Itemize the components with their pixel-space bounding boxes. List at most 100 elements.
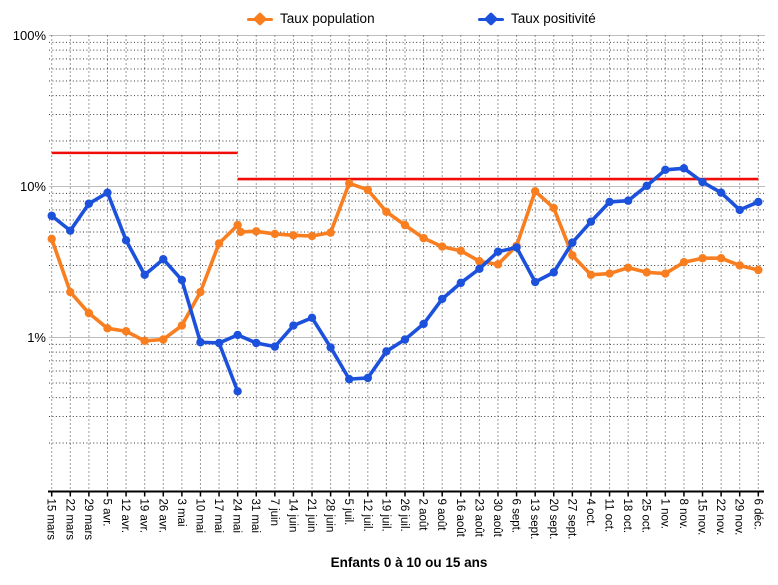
- series-line-taux-population: [49, 181, 761, 343]
- x-axis-label: 5 juil.: [342, 499, 354, 526]
- data-point-taux-positivite: [586, 217, 596, 226]
- data-point-taux-positivite: [270, 342, 280, 351]
- x-axis-label: 5 avr.: [100, 499, 112, 527]
- data-point-taux-population: [437, 242, 447, 251]
- y-axis-label: 10%: [20, 179, 46, 194]
- data-point-taux-population: [679, 258, 689, 267]
- data-point-taux-population: [363, 185, 373, 195]
- data-point-taux-positivite: [66, 226, 75, 235]
- data-point-taux-population: [252, 227, 261, 236]
- x-axis-label: 28 juin: [324, 499, 336, 533]
- x-axis-label: 11 oct.: [603, 499, 615, 533]
- data-point-taux-positivite: [661, 165, 670, 175]
- x-axis-label: 18 oct.: [621, 499, 633, 534]
- legend-item-taux-positivite[interactable]: Taux positivité: [478, 10, 596, 28]
- data-point-taux-positivite: [754, 197, 763, 207]
- x-axis-label: 23 août: [472, 499, 484, 538]
- series-extra-segment-taux-positivite: [217, 341, 240, 394]
- data-point-taux-positivite: [47, 211, 56, 220]
- data-point-taux-population: [419, 233, 428, 243]
- legend-item-taux-population[interactable]: Taux population: [247, 10, 375, 28]
- data-point-taux-population: [475, 257, 484, 266]
- data-point-taux-population: [196, 287, 205, 297]
- x-axis-label: 13 sept.: [528, 499, 540, 540]
- data-point-taux-population: [121, 327, 131, 336]
- data-point-taux-population: [233, 220, 242, 230]
- data-point-taux-population: [103, 324, 112, 333]
- data-point-taux-population: [345, 179, 354, 188]
- x-axis-label: 6 sept.: [510, 499, 522, 534]
- data-point-taux-positivite: [549, 268, 558, 277]
- legend-label-taux-population: Taux population: [280, 11, 375, 26]
- data-point-taux-population: [530, 187, 540, 196]
- data-point-taux-positivite: [177, 275, 187, 285]
- data-point-taux-positivite: [475, 264, 484, 274]
- x-axis-label: 8 nov.: [677, 499, 689, 529]
- x-axis-label: 7 juin: [268, 499, 280, 527]
- x-axis-label: 19 juil.: [379, 499, 391, 532]
- x-axis-label: 15 nov.: [696, 499, 708, 536]
- data-point-taux-population: [642, 268, 651, 277]
- x-axis-label: 20 sept.: [547, 499, 559, 540]
- legend-marker-population: [247, 11, 273, 27]
- data-point-taux-positivite: [400, 335, 410, 344]
- legend-diamond-icon: [483, 11, 499, 27]
- data-point-taux-positivite: [493, 247, 503, 256]
- data-point-taux-positivite: [103, 188, 112, 197]
- data-point-taux-population: [326, 228, 335, 237]
- x-axis-label: 14 juin: [286, 499, 298, 533]
- data-point-taux-population: [140, 336, 149, 346]
- data-point-taux-population: [270, 229, 280, 239]
- data-point-taux-population: [159, 335, 168, 344]
- data-point-taux-positivite: [716, 188, 726, 197]
- data-point-taux-population: [735, 261, 744, 270]
- data-point-taux-positivite: [382, 347, 391, 356]
- chart-canvas: 15 mars 22 mars 29 mars 5 avr. 12 avr. 19 avr…: [13, 28, 765, 540]
- data-point-taux-positivite: [568, 238, 577, 247]
- data-point-taux-population: [307, 231, 317, 241]
- data-point-taux-positivite: [345, 374, 354, 384]
- data-point-taux-population: [698, 254, 707, 263]
- data-point-taux-population: [177, 321, 187, 330]
- data-point-taux-positivite: [233, 330, 242, 340]
- x-axis-label: 21 juin: [305, 499, 317, 533]
- data-point-taux-positivite: [735, 205, 744, 215]
- y-axis-label: 1%: [27, 330, 46, 345]
- x-axis-label: 31 mai: [249, 499, 261, 534]
- data-point-taux-population: [623, 263, 633, 272]
- x-axis-label: 2 août: [417, 499, 429, 532]
- data-point-taux-population: [289, 231, 298, 240]
- x-axis-label: 6 déc.: [751, 499, 763, 530]
- data-point-taux-population: [456, 246, 465, 256]
- data-point-taux-positivite: [623, 196, 633, 205]
- data-point-taux-population: [716, 254, 726, 263]
- x-axis-label: 30 août: [491, 499, 503, 538]
- x-axis-label: 9 août: [435, 499, 447, 532]
- data-point-taux-population: [549, 203, 558, 213]
- data-point-taux-positivite: [84, 199, 94, 208]
- data-point-taux-positivite: [233, 387, 242, 396]
- data-point-taux-positivite: [326, 343, 335, 352]
- data-point-taux-positivite: [214, 338, 224, 348]
- data-point-taux-positivite: [512, 243, 521, 252]
- x-axis-label: 4 oct.: [584, 499, 596, 527]
- data-point-taux-population: [47, 234, 56, 244]
- data-point-taux-population: [214, 239, 224, 248]
- x-axis-label: 3 mai: [175, 499, 187, 527]
- data-point-taux-positivite: [140, 270, 149, 280]
- data-point-taux-positivite: [605, 197, 614, 207]
- data-point-taux-population: [236, 227, 245, 237]
- data-point-taux-positivite: [530, 277, 540, 287]
- data-point-taux-positivite: [363, 373, 373, 383]
- x-axis-label: 17 mai: [212, 499, 224, 534]
- data-point-taux-population: [605, 269, 614, 278]
- x-axis-label: 19 avr.: [138, 499, 150, 534]
- data-point-taux-population: [586, 270, 596, 280]
- chart-title: Enfants 0 à 10 ou 15 ans: [330, 555, 488, 570]
- data-point-taux-population: [66, 287, 75, 297]
- data-point-taux-population: [754, 265, 763, 275]
- data-point-taux-population: [661, 269, 670, 278]
- data-point-taux-positivite: [437, 294, 447, 304]
- data-point-taux-population: [400, 220, 410, 230]
